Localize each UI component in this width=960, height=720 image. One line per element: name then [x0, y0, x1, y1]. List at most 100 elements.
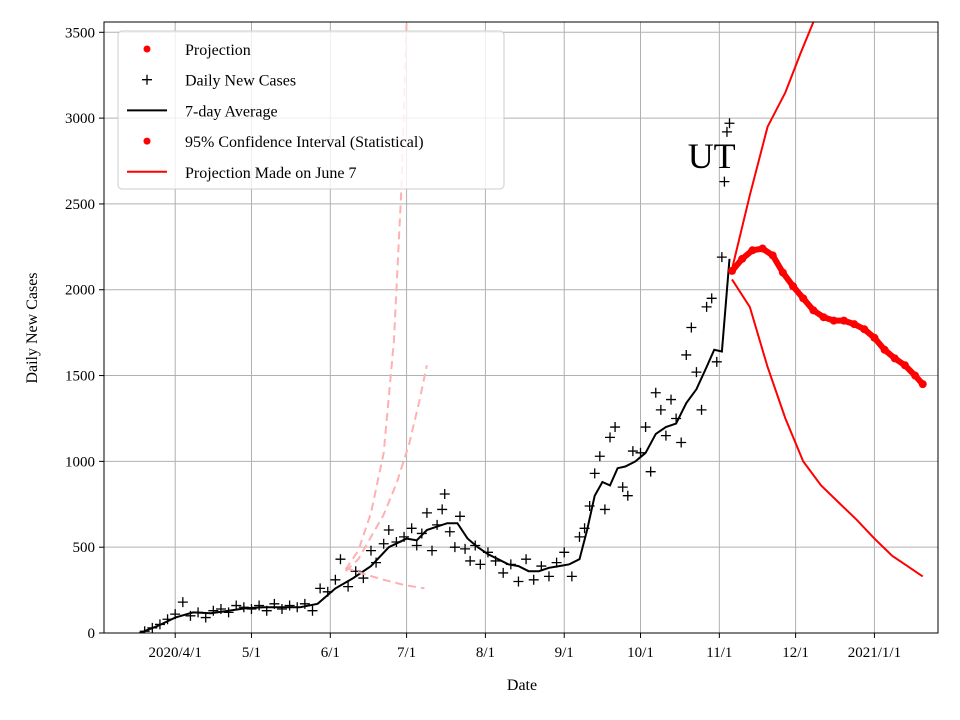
daily-case-point: [284, 600, 295, 611]
daily-case-point: [449, 542, 460, 553]
daily-case-point: [686, 322, 697, 333]
daily-case-point: [650, 387, 661, 398]
daily-case-point: [528, 574, 539, 585]
y-tick-label: 3500: [65, 25, 95, 41]
legend-label: Daily New Cases: [185, 73, 296, 90]
daily-case-point: [622, 490, 633, 501]
y-axis: 0 500 1000 1500 2000 2500 3000 3500: [65, 25, 104, 642]
plot-frame: [103, 21, 939, 634]
projection-made-on-june-7-line: [345, 566, 425, 590]
daily-case-point: [254, 600, 265, 611]
x-axis-label: Date: [507, 677, 537, 694]
daily-case-point: [721, 126, 732, 137]
y-tick-label: 500: [73, 540, 96, 556]
y-tick-label: 2000: [65, 283, 95, 299]
daily-case-point: [208, 605, 219, 616]
daily-case-point: [350, 566, 361, 577]
daily-case-point: [330, 574, 341, 585]
y-tick-label: 1000: [65, 454, 95, 470]
daily-case-point: [416, 528, 427, 539]
x-tick-label: 7/1: [397, 645, 416, 661]
daily-case-point: [498, 567, 509, 578]
legend: Projection Daily New Cases 7-day Average 95…: [117, 30, 505, 190]
projection-made-on-june-7-line: [344, 365, 428, 572]
legend-label: Projection Made on June 7: [185, 165, 357, 182]
daily-case-point: [465, 555, 476, 566]
x-tick-label: 10/1: [627, 645, 654, 661]
daily-case-point: [645, 466, 656, 477]
daily-case-point: [223, 607, 234, 618]
projection-trace: [729, 245, 926, 388]
daily-case-point: [475, 559, 486, 570]
daily-case-point: [701, 301, 712, 312]
annotation-ut: UT: [688, 136, 736, 176]
daily-case-point: [604, 432, 615, 443]
daily-case-point: [610, 422, 621, 433]
daily-case-point: [627, 446, 638, 457]
daily-case-point: [666, 394, 677, 405]
y-axis-label: Daily New Cases: [24, 272, 41, 383]
daily-case-point: [521, 554, 532, 565]
daily-case-point: [365, 545, 376, 556]
daily-case-point: [696, 404, 707, 415]
y-tick-label: 2500: [65, 197, 95, 213]
x-tick-label: 9/1: [555, 645, 574, 661]
daily-case-point: [200, 612, 211, 623]
daily-case-point: [437, 504, 448, 515]
daily-case-point: [307, 605, 318, 616]
daily-case-point: [676, 437, 687, 448]
daily-case-point: [599, 504, 610, 515]
x-tick-label: 2021/1/1: [848, 645, 901, 661]
daily-case-point: [427, 545, 438, 556]
daily-case-point: [276, 603, 287, 614]
daily-case-point: [640, 422, 651, 433]
x-tick-label: 11/1: [706, 645, 732, 661]
95-confidence-interval-statistical-line: [731, 22, 815, 270]
daily-case-point: [411, 540, 422, 551]
daily-case-point: [454, 511, 465, 522]
daily-case-point: [594, 451, 605, 462]
legend-plus-marker: [142, 74, 152, 85]
x-tick-label: 12/1: [782, 645, 809, 661]
daily-case-point: [681, 349, 692, 360]
95-confidence-interval-statistical-line: [731, 278, 924, 578]
daily-case-point: [421, 507, 432, 518]
legend-dot-marker: [143, 137, 151, 145]
daily-case-point: [706, 293, 717, 304]
daily-case-point: [559, 547, 570, 558]
legend-label: 7-day Average: [185, 103, 278, 120]
daily-case-point: [335, 554, 346, 565]
daily-case-point: [566, 571, 577, 582]
x-axis: 2020/4/1 5/1 6/1 7/1 8/1 9/1 10/1 11/1 12/1 2021/…: [149, 633, 901, 661]
x-tick-label: 6/1: [321, 645, 340, 661]
daily-case-point: [460, 543, 471, 554]
y-tick-label: 1500: [65, 369, 95, 385]
daily-case-point: [315, 583, 326, 594]
legend-dot-marker: [143, 45, 151, 53]
daily-case-point: [691, 367, 702, 378]
daily-case-point: [660, 430, 671, 441]
daily-case-point: [177, 597, 188, 608]
legend-label: 95% Confidence Interval (Statistical): [185, 134, 424, 151]
daily-case-point: [617, 482, 628, 493]
y-tick-label: 0: [88, 626, 96, 642]
x-tick-label: 5/1: [242, 645, 261, 661]
daily-case-point: [574, 531, 585, 542]
legend-box: [117, 30, 505, 190]
daily-case-point: [543, 571, 554, 582]
daily-case-point: [655, 404, 666, 415]
daily-case-point: [383, 525, 394, 536]
daily-case-point: [724, 118, 735, 129]
daily-case-point: [711, 356, 722, 367]
daily-case-point: [371, 557, 382, 568]
daily-case-point: [589, 468, 600, 479]
daily-case-point: [444, 526, 455, 537]
daily-case-point: [513, 576, 524, 587]
7-day-average-line: [139, 258, 731, 633]
x-tick-label: 8/1: [476, 645, 495, 661]
daily-case-point: [378, 538, 389, 549]
daily-case-point: [439, 488, 450, 499]
y-tick-label: 3000: [65, 111, 95, 127]
x-tick-label: 2020/4/1: [149, 645, 202, 661]
